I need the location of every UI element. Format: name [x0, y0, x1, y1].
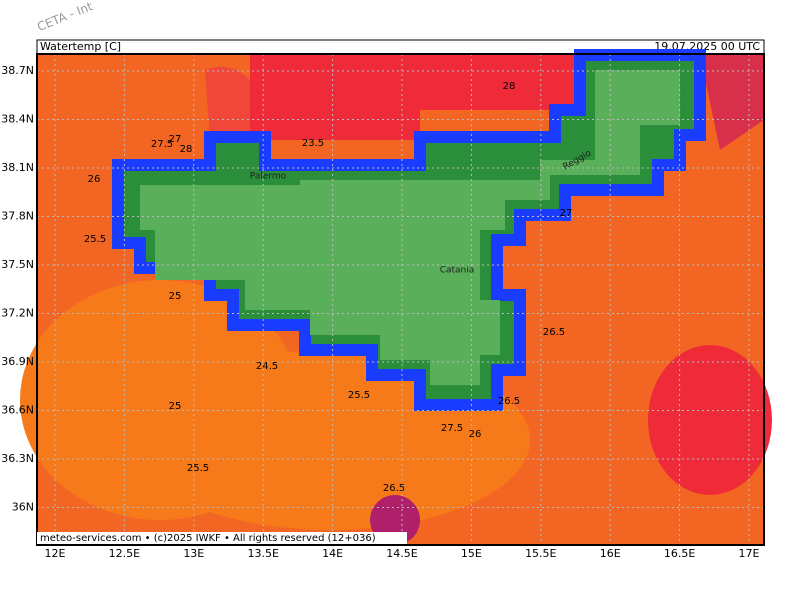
x-axis-label: 16.5E	[664, 547, 695, 560]
x-axis-label: 16E	[600, 547, 621, 560]
contour-label: 25.5	[84, 234, 106, 245]
grid	[37, 54, 764, 545]
y-axis-label: 38.7N	[1, 64, 34, 77]
contour-label: 27	[560, 208, 573, 219]
contour-label: 28	[503, 81, 516, 92]
x-axis-label: 12E	[45, 547, 66, 560]
contour-label: 26.5	[498, 396, 520, 407]
contour-label: 25	[169, 401, 182, 412]
y-axis-label: 36N	[12, 501, 34, 514]
contour-label: 25	[169, 291, 182, 302]
footer: meteo-services.com • (c)2025 IWKF • All …	[40, 533, 376, 544]
x-axis-label: 15.5E	[525, 547, 556, 560]
contour-label: 27	[169, 134, 182, 145]
y-axis-label: 37.5N	[1, 258, 34, 271]
contour-label: 28	[180, 144, 193, 155]
contour-label: 24.5	[256, 361, 278, 372]
x-axis-label: 14.5E	[386, 547, 417, 560]
x-axis-label: 13.5E	[247, 547, 278, 560]
place-label: Palermo	[250, 172, 287, 182]
watermark: CETA - Int	[35, 0, 95, 34]
contour-label: 25.5	[187, 463, 209, 474]
y-axis-label: 38.1N	[1, 161, 34, 174]
x-axis-label: 15E	[461, 547, 482, 560]
y-axis-label: 36.9N	[1, 355, 34, 368]
contour-label: 26.5	[383, 483, 405, 494]
land-interior	[140, 70, 680, 385]
x-axis-label: 17E	[739, 547, 760, 560]
x-axis-label: 13E	[183, 547, 204, 560]
contour-label: 25.5	[348, 390, 370, 401]
footer-bg	[37, 532, 407, 544]
y-axis-label: 37.8N	[1, 210, 34, 223]
place-label: Catania	[440, 266, 475, 276]
header-title: Watertemp [C]	[40, 40, 121, 53]
y-axis-label: 38.4N	[1, 113, 34, 126]
y-axis-label: 37.2N	[1, 307, 34, 320]
frame	[36, 53, 765, 546]
contour-label: 26.5	[543, 327, 565, 338]
y-axis-label: 36.3N	[1, 452, 34, 465]
contour-label: 26	[88, 174, 101, 185]
contour-label: 26	[469, 429, 482, 440]
contour-label: 27.5	[441, 423, 463, 434]
contour-label: 27.5	[151, 139, 173, 150]
y-axis-label: 36.6N	[1, 404, 34, 417]
x-axis-label: 12.5E	[109, 547, 140, 560]
x-axis-label: 14E	[322, 547, 343, 560]
contour-label: 23.5	[302, 138, 324, 149]
